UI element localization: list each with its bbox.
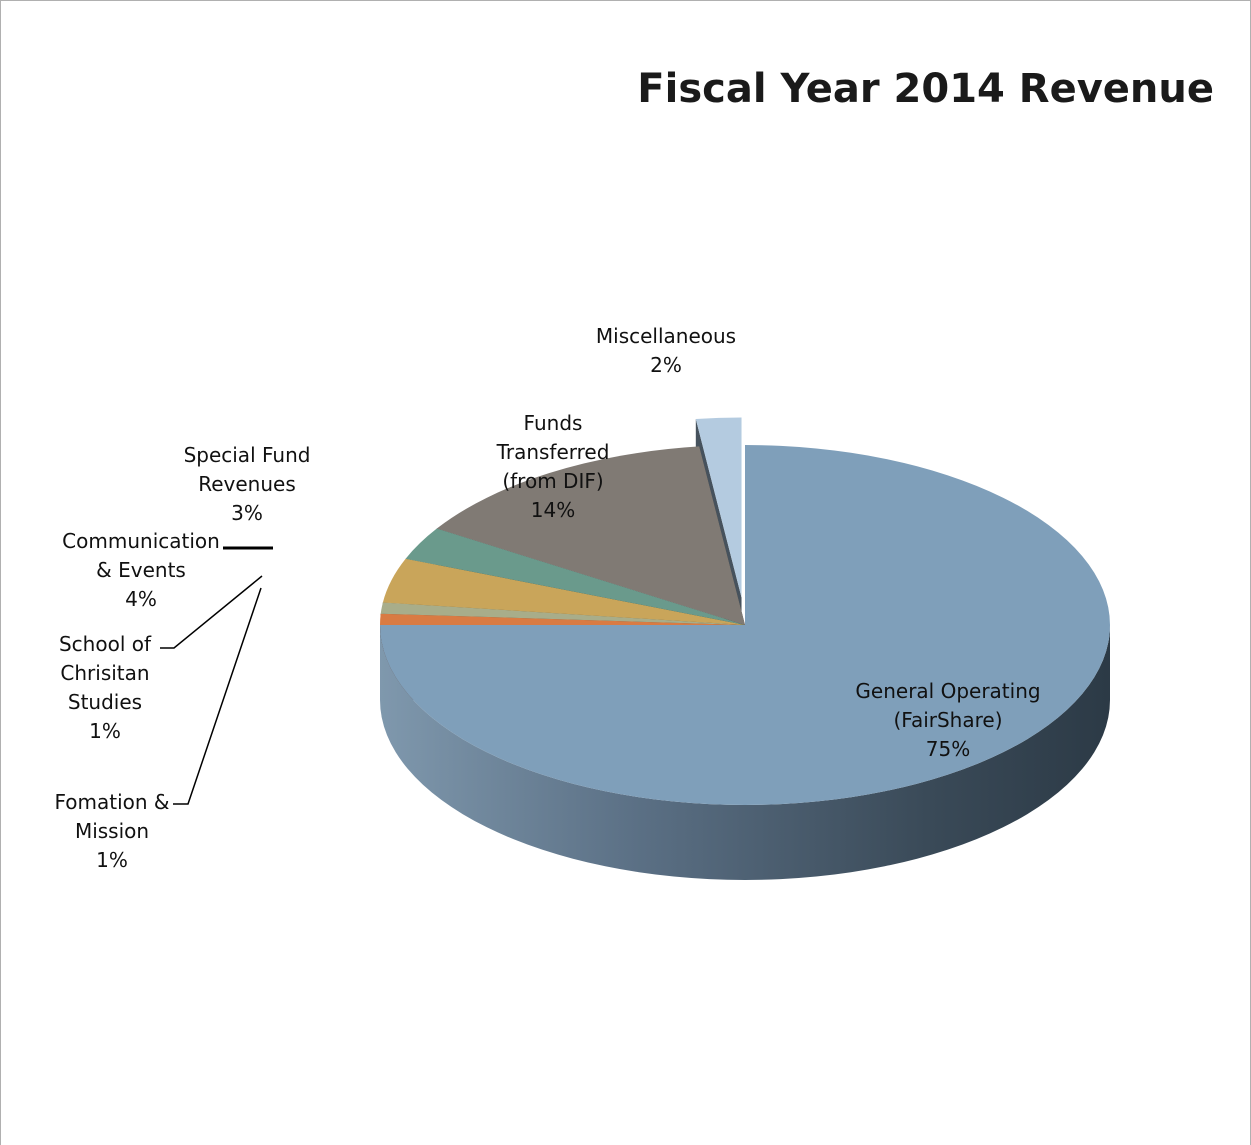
data-label-line: Studies bbox=[59, 688, 151, 717]
data-label-line: (FairShare) bbox=[855, 706, 1040, 735]
data-label-general-operating-fairshare: General Operating (FairShare) 75% bbox=[855, 677, 1040, 764]
data-label-percent: 75% bbox=[855, 735, 1040, 764]
data-label-line: Special Fund bbox=[184, 441, 311, 470]
data-label-percent: 14% bbox=[497, 496, 610, 525]
data-label-fomation-mission: Fomation & Mission 1% bbox=[54, 788, 169, 875]
data-label-percent: 1% bbox=[59, 717, 151, 746]
data-label-communication-events: Communication & Events 4% bbox=[62, 527, 220, 614]
data-label-line: Communication bbox=[62, 527, 220, 556]
data-label-funds-transferred-from-dif: Funds Transferred (from DIF) 14% bbox=[497, 409, 610, 525]
data-label-percent: 4% bbox=[62, 585, 220, 614]
data-label-line: (from DIF) bbox=[497, 467, 610, 496]
data-label-line: Revenues bbox=[184, 470, 311, 499]
data-label-line: & Events bbox=[62, 556, 220, 585]
leader-line-fomation-mission bbox=[173, 588, 261, 804]
data-label-line: School of bbox=[59, 630, 151, 659]
data-label-line: Transferred bbox=[497, 438, 610, 467]
data-label-percent: 2% bbox=[596, 351, 736, 380]
data-label-line: Chrisitan bbox=[59, 659, 151, 688]
data-label-line: Mission bbox=[54, 817, 169, 846]
data-label-line: Fomation & bbox=[54, 788, 169, 817]
data-label-special-fund-revenues: Special Fund Revenues 3% bbox=[184, 441, 311, 528]
data-label-school-of-chrisitan-studies: School of Chrisitan Studies 1% bbox=[59, 630, 151, 746]
data-label-line: General Operating bbox=[855, 677, 1040, 706]
data-label-line: Funds bbox=[497, 409, 610, 438]
data-label-percent: 1% bbox=[54, 846, 169, 875]
data-label-percent: 3% bbox=[184, 499, 311, 528]
data-label-line: Miscellaneous bbox=[596, 322, 736, 351]
data-label-miscellaneous: Miscellaneous 2% bbox=[596, 322, 736, 380]
